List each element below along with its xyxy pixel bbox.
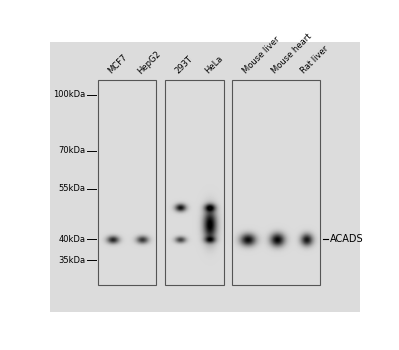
Bar bbox=[165, 80, 224, 285]
Text: 55kDa: 55kDa bbox=[58, 184, 85, 193]
Text: Mouse heart: Mouse heart bbox=[270, 32, 314, 76]
Bar bbox=[98, 80, 156, 285]
Text: HepG2: HepG2 bbox=[135, 49, 162, 76]
Text: 70kDa: 70kDa bbox=[58, 146, 85, 155]
Text: Rat liver: Rat liver bbox=[299, 44, 331, 76]
Text: HeLa: HeLa bbox=[203, 54, 224, 76]
Text: Mouse liver: Mouse liver bbox=[241, 35, 281, 76]
Text: 293T: 293T bbox=[174, 55, 195, 76]
Text: 35kDa: 35kDa bbox=[58, 256, 85, 265]
Text: 40kDa: 40kDa bbox=[58, 234, 85, 244]
Bar bbox=[233, 80, 320, 285]
Text: 100kDa: 100kDa bbox=[53, 90, 85, 99]
Text: MCF7: MCF7 bbox=[106, 53, 129, 76]
Text: ACADS: ACADS bbox=[330, 234, 363, 244]
